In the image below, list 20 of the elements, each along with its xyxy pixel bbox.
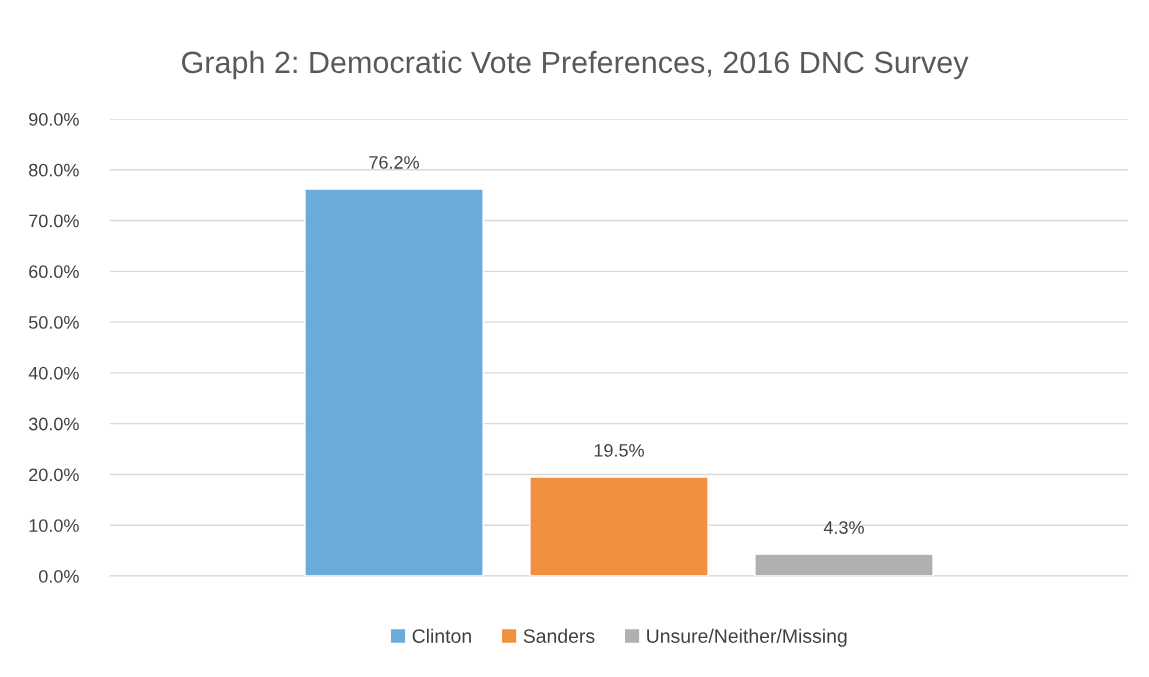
legend-label: Clinton bbox=[412, 628, 471, 643]
y-tick-label: 30.0% bbox=[28, 417, 79, 431]
y-tick-label: 80.0% bbox=[29, 163, 79, 177]
y-tick-label: 60.0% bbox=[29, 265, 79, 279]
y-tick-label: 40.0% bbox=[28, 366, 79, 380]
y-tick-label: 20.0% bbox=[29, 468, 79, 482]
y-tick-label: 10.0% bbox=[29, 519, 79, 532]
y-tick-label: 0.0% bbox=[39, 569, 79, 583]
data-label: 76.2% bbox=[369, 156, 419, 169]
bar bbox=[304, 188, 484, 576]
y-tick-label: 50.0% bbox=[28, 316, 79, 329]
y-tick-label: 70.0% bbox=[29, 214, 79, 228]
data-label: 19.5% bbox=[594, 443, 644, 457]
chart-title: Graph 2: Democratic Vote Preferences, 2016 DNC Survey bbox=[182, 50, 969, 80]
data-label: 4.3% bbox=[823, 521, 864, 534]
legend-label: Unsure/Neither/Missing bbox=[647, 628, 847, 647]
y-tick-label: 90.0% bbox=[29, 112, 79, 126]
legend-label: Sanders bbox=[523, 628, 595, 643]
bar bbox=[529, 476, 709, 576]
bar bbox=[754, 553, 934, 576]
